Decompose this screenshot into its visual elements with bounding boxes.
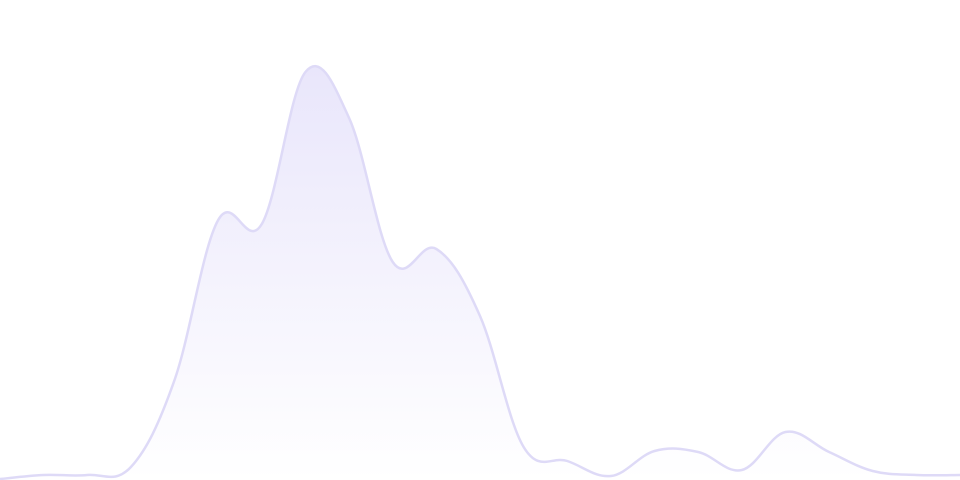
area-fill <box>0 66 960 480</box>
series-line <box>0 64 960 480</box>
